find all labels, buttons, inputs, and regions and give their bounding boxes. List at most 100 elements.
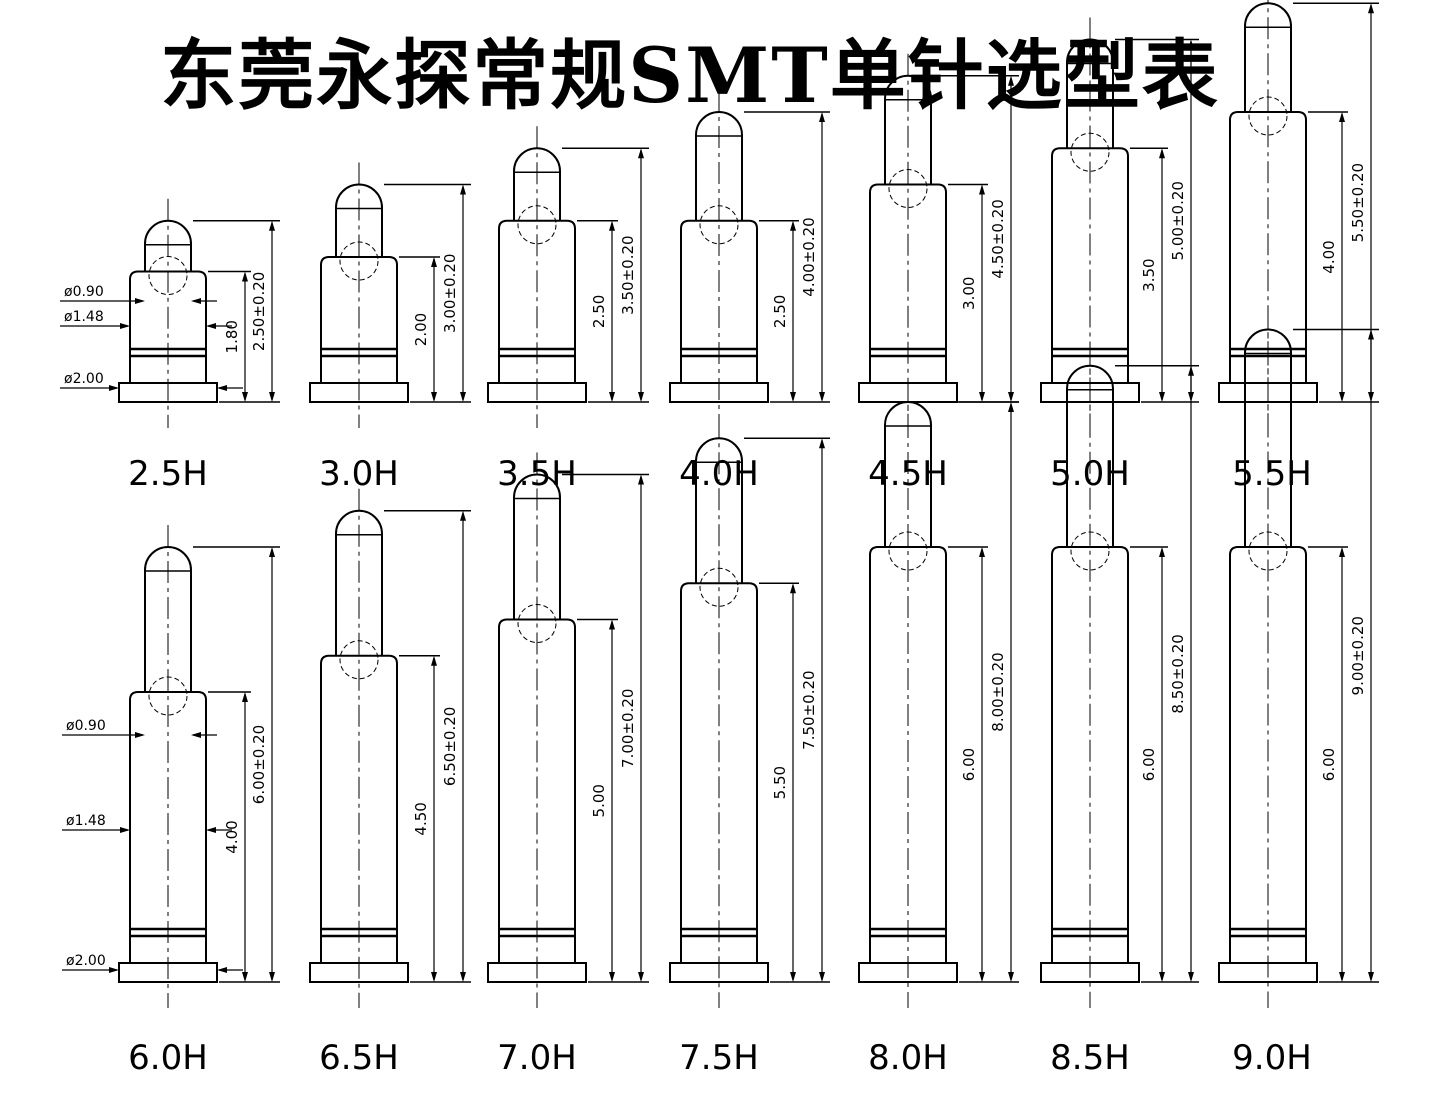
arrow: [1008, 402, 1014, 412]
barrel-body: [680, 219, 758, 383]
body-diameter-label: ø1.48: [66, 813, 106, 829]
overall-height-label: 4.50±0.20: [989, 199, 1007, 278]
model-label: 2.5H: [128, 454, 208, 494]
plunger: [884, 74, 932, 185]
arrow: [1159, 148, 1165, 159]
arrow: [1339, 972, 1345, 982]
inner-ball: [1070, 531, 1110, 571]
overall-height-label: 8.00±0.20: [989, 652, 1007, 731]
arrow: [431, 972, 437, 982]
inner-ball: [339, 241, 379, 281]
plunger: [335, 183, 383, 257]
pin-7-5h: 7.50±0.20 5.50 7.5H: [669, 416, 830, 1078]
arrow: [1339, 547, 1345, 557]
arrow: [1008, 75, 1014, 86]
plunger: [335, 509, 383, 656]
arrow: [638, 148, 644, 159]
body-height-label: 4.00: [1320, 240, 1338, 273]
arrow: [460, 972, 466, 982]
model-label: 6.0H: [128, 1038, 208, 1078]
arrow: [1188, 972, 1194, 982]
arrow: [819, 972, 825, 982]
arrow: [217, 967, 227, 973]
inner-ball: [339, 640, 379, 680]
base-flange: [669, 962, 769, 983]
body-height-label: 2.50: [771, 295, 789, 328]
arrow: [638, 972, 644, 982]
body-height-label: 4.50: [412, 802, 430, 835]
plunger: [1066, 364, 1114, 547]
pin-6-5h: 6.50±0.20 4.50 6.5H: [309, 488, 471, 1078]
model-label: 3.0H: [319, 454, 399, 494]
arrow: [135, 732, 145, 738]
tip-diameter-label: ø0.90: [66, 718, 106, 734]
base-flange: [1040, 962, 1140, 983]
model-label: 8.5H: [1050, 1038, 1130, 1078]
inner-ball: [1248, 531, 1288, 571]
inner-ball: [1248, 96, 1288, 136]
plunger: [144, 546, 192, 692]
body-height-label: 6.00: [960, 748, 978, 781]
body-height-label: 2.50: [590, 295, 608, 328]
arrow: [609, 619, 615, 630]
arrow: [191, 298, 201, 304]
arrow: [1339, 392, 1345, 402]
overall-height-label: 2.50±0.20: [250, 272, 268, 351]
arrow: [819, 392, 825, 402]
inner-ball: [148, 676, 188, 716]
arrow: [609, 220, 615, 231]
inner-ball: [888, 169, 928, 208]
arrow: [1188, 39, 1194, 50]
inner-ball: [699, 205, 739, 245]
body-height-label: 2.00: [412, 313, 430, 346]
arrow: [191, 732, 201, 738]
arrow: [242, 392, 248, 402]
base-flange: [118, 382, 218, 403]
arrow: [206, 827, 216, 833]
pin-7-0h: 7.00±0.20 5.00 7.0H: [487, 452, 649, 1078]
arrow: [1368, 3, 1374, 14]
overall-height-label: 8.50±0.20: [1169, 634, 1187, 713]
arrow: [979, 972, 985, 982]
inner-ball: [1070, 132, 1110, 172]
arrow: [790, 583, 796, 594]
barrel-body: [869, 183, 947, 383]
overall-height-label: 4.00±0.20: [800, 217, 818, 296]
body-height-label: 3.50: [1140, 258, 1158, 291]
arrow: [1159, 972, 1165, 982]
overall-height-label: 3.50±0.20: [619, 235, 637, 314]
arrow: [790, 392, 796, 402]
pin-5-5h: 5.50±0.204.005.5H: [1218, 0, 1379, 494]
pin-8-0h: 8.00±0.20 6.00 8.0H: [858, 380, 1019, 1078]
arrow: [242, 692, 248, 702]
overall-height-label: 6.50±0.20: [441, 707, 459, 786]
arrow: [979, 392, 985, 402]
plunger: [513, 473, 561, 620]
arrow: [1159, 547, 1165, 557]
arrow: [217, 385, 227, 391]
barrel-body: [498, 618, 576, 963]
arrow: [1368, 329, 1374, 340]
barrel-body: [1051, 546, 1129, 963]
plunger: [513, 147, 561, 221]
model-label: 9.0H: [1232, 1038, 1312, 1078]
arrow: [460, 184, 466, 195]
base-flange: [118, 962, 218, 983]
arrow: [431, 655, 437, 666]
base-diameter-label: ø2.00: [66, 953, 106, 969]
inner-ball: [517, 604, 557, 643]
inner-ball: [699, 567, 739, 607]
arrow: [242, 271, 248, 282]
pin-3-5h: 3.50±0.202.503.5H: [487, 126, 649, 494]
base-flange: [858, 962, 958, 983]
arrow: [135, 298, 145, 304]
barrel-body: [869, 546, 947, 963]
base-flange: [487, 962, 587, 983]
arrow: [206, 323, 216, 329]
arrow: [979, 184, 985, 195]
arrow: [790, 972, 796, 982]
plunger: [884, 401, 932, 547]
base-flange: [1218, 962, 1318, 983]
pin-2-5h: 2.50±0.20 1.80 2.5H ø0.90 ø1.48 ø2.00: [60, 198, 280, 494]
